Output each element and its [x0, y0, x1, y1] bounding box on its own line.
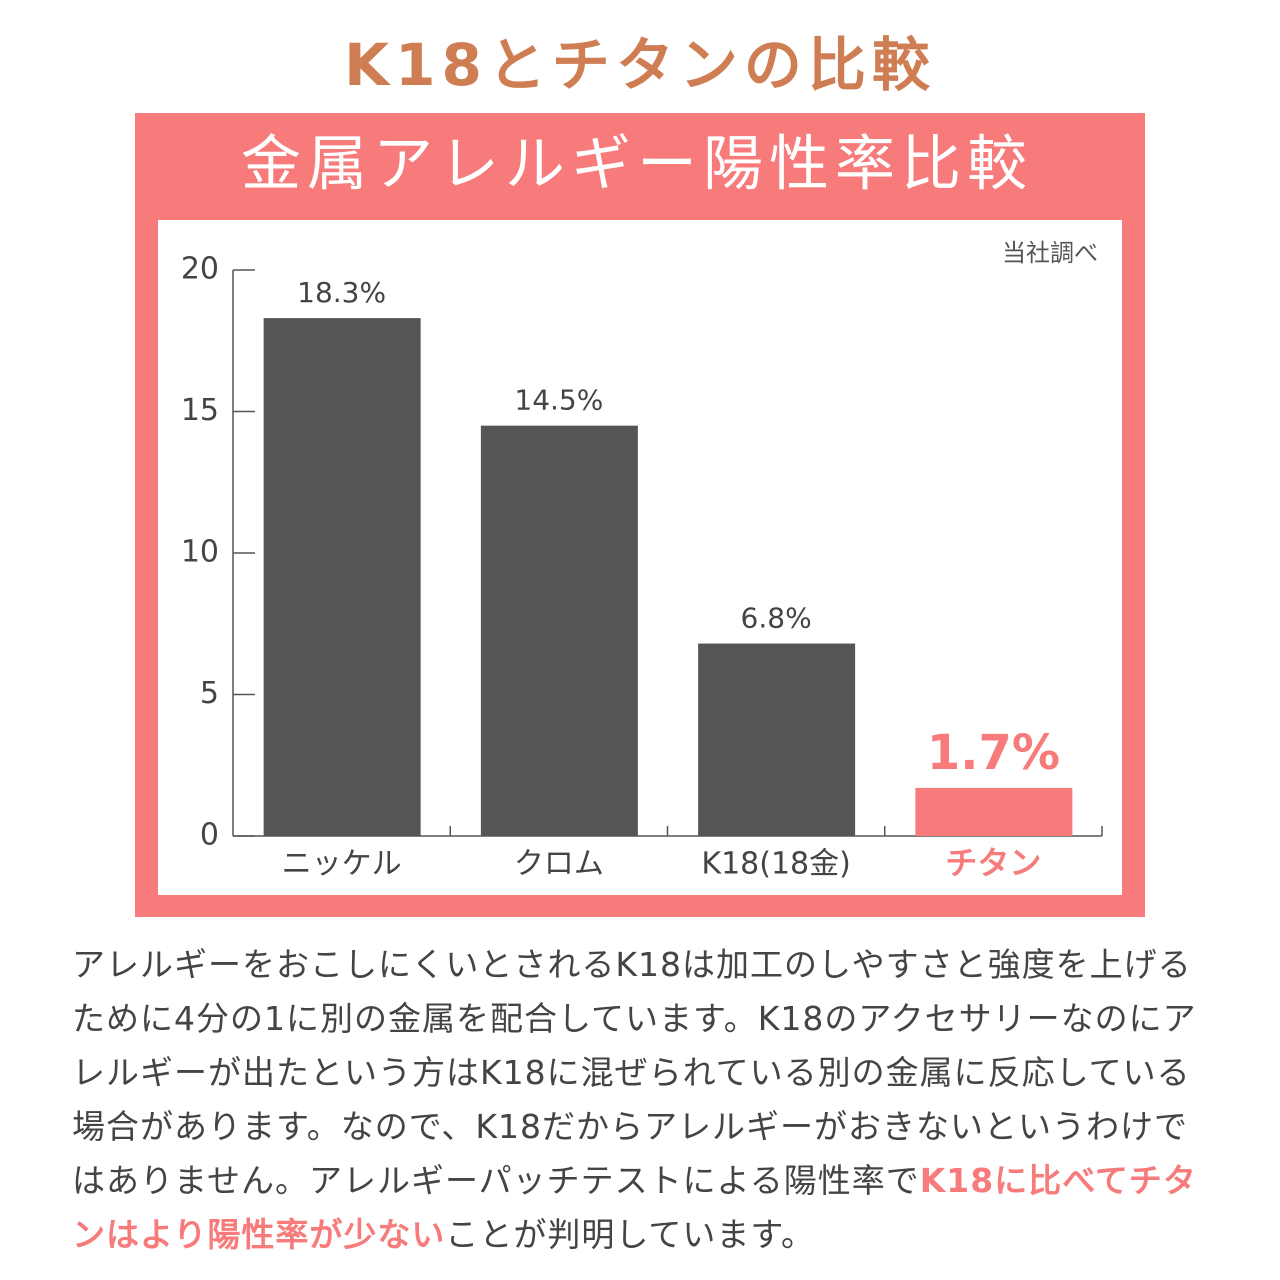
body-text: アレルギーをおこしにくいとされるK18は加工のしやすさと強度を上げるために4分の…	[72, 945, 1197, 1200]
x-tick-label: ニッケル	[282, 847, 402, 882]
value-label: 6.8%	[741, 602, 812, 635]
chart-note: 当社調べ	[1002, 239, 1098, 267]
y-tick-label: 20	[181, 252, 219, 287]
chart: 金属アレルギー陽性率比較 当社調べ 0 5 10 15 20 ニッケル 18.3% クロム 14…	[158, 130, 1122, 895]
y-tick-label: 15	[181, 393, 219, 428]
y-tick-label: 5	[200, 676, 219, 711]
bar	[915, 787, 1073, 836]
bar	[480, 425, 638, 836]
emphasis-text: K18に比べてチタンはより陽性率が少ない	[72, 1161, 1197, 1254]
bar	[698, 643, 856, 836]
value-label: 18.3%	[297, 276, 386, 309]
value-label: 14.5%	[514, 384, 603, 417]
body-text: ことが判明しています。	[445, 1215, 816, 1254]
x-tick-label: K18(18金)	[701, 847, 850, 882]
y-tick-label: 0	[200, 818, 219, 853]
bar	[263, 318, 421, 836]
y-tick-label: 10	[181, 535, 219, 570]
value-label: 1.7%	[927, 725, 1060, 781]
heading: K18とチタンの比較	[344, 31, 936, 99]
x-tick-label: クロム	[514, 847, 604, 882]
x-tick-label: チタン	[945, 844, 1041, 882]
paragraph: アレルギーをおこしにくいとされるK18は加工のしやすさと強度を上げるために4分の…	[72, 938, 1212, 1262]
chart-title: 金属アレルギー陽性率比較	[241, 130, 1033, 200]
